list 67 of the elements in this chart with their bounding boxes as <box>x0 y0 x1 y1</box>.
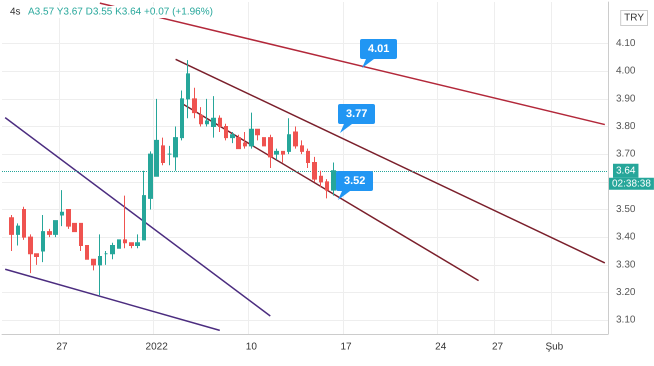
candlestick <box>281 150 285 163</box>
x-tick-label: 17 <box>340 342 352 352</box>
y-tick-label: 4.00 <box>616 66 636 77</box>
candlestick <box>262 137 266 146</box>
candlestick <box>16 222 20 246</box>
chart-title: 4s <box>10 6 21 18</box>
candlestick <box>186 60 190 119</box>
candlestick <box>22 206 26 240</box>
text: 02:38:38 <box>612 178 652 190</box>
candlestick <box>230 132 235 144</box>
candlestick <box>325 178 329 199</box>
candlestick <box>47 228 52 238</box>
candlestick <box>117 239 121 249</box>
candlestick <box>98 234 102 296</box>
y-tick-label: 3.80 <box>616 121 636 132</box>
candlestick <box>60 190 64 227</box>
x-tick-label: 2022 <box>146 342 168 352</box>
candlestick <box>319 170 323 188</box>
candlestick <box>129 242 134 249</box>
candlestick <box>161 137 165 166</box>
annotation: 4.01 <box>360 39 398 59</box>
candlestick <box>236 134 241 150</box>
candlestick <box>274 148 279 160</box>
candlestick <box>180 90 184 141</box>
candlestick <box>293 126 298 150</box>
x-tick-label: 10 <box>246 342 258 352</box>
y-tick-label: 3.40 <box>616 232 636 243</box>
candlestick <box>218 114 222 133</box>
candlestick <box>224 123 228 141</box>
candlestick <box>110 242 115 260</box>
candlestick <box>199 106 203 127</box>
candlestick <box>104 250 108 266</box>
candlestick <box>306 148 310 168</box>
candlestick <box>249 112 254 150</box>
annotation: 3.77 <box>338 104 376 124</box>
candlestick <box>211 96 216 138</box>
candlestick <box>53 220 58 238</box>
x-tick-label: 27 <box>492 342 504 352</box>
candlestick <box>243 132 247 150</box>
candlestick <box>312 156 317 182</box>
chart-subtitle: A3.57 Y3.67 D3.55 K3.64 +0.07 (+1.96%) <box>28 6 213 18</box>
candlestick <box>85 244 89 260</box>
y-tick-label: 3.50 <box>616 204 636 215</box>
candlestick <box>123 195 127 249</box>
annotation: 3.52 <box>336 171 374 191</box>
x-tick-label: 24 <box>435 342 447 352</box>
ref-line-label: 3.64 <box>616 165 636 176</box>
candlestick <box>192 87 197 119</box>
candlestick <box>9 214 14 252</box>
text: TRY <box>624 12 644 24</box>
x-tick-label: 27 <box>56 342 68 352</box>
y-tick-label: 4.10 <box>616 38 636 49</box>
y-tick-label: 3.10 <box>616 314 636 326</box>
y-tick-label: 3.70 <box>616 148 636 160</box>
candlestick <box>91 258 96 271</box>
y-tick-label: 3.30 <box>616 259 636 270</box>
candlestick <box>300 140 304 155</box>
y-tick-label: 3.20 <box>616 287 636 298</box>
candlestick <box>41 214 45 263</box>
candlestick <box>79 222 83 252</box>
candlestick <box>205 98 209 127</box>
candlestick <box>268 134 273 168</box>
candlestick <box>255 128 260 141</box>
candlestick <box>135 234 140 249</box>
candlestick <box>287 118 291 155</box>
y-tick-label: 3.90 <box>616 93 636 104</box>
x-tick-label: Şub <box>545 342 564 352</box>
